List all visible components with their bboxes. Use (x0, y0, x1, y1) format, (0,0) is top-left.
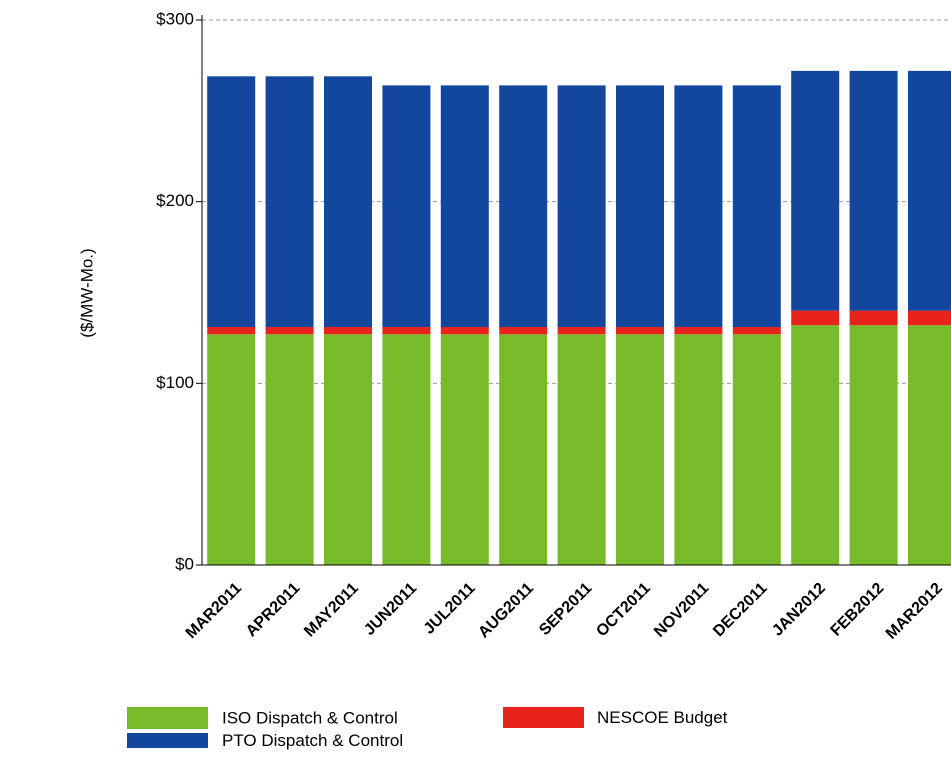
x-tick-label: OCT2011 (593, 580, 654, 641)
bar-segment (908, 310, 951, 326)
legend-swatch (127, 733, 208, 748)
bar-segment (616, 85, 664, 328)
legend-swatch (503, 707, 584, 728)
x-tick-label: NOV2011 (651, 580, 712, 641)
bar-segment (265, 334, 314, 565)
x-tick-label: MAR2011 (183, 580, 245, 642)
bar-segment (849, 70, 898, 311)
x-tick-label: MAY2011 (301, 580, 362, 641)
bar-segment (324, 334, 372, 565)
x-tick-label: JUL2011 (421, 580, 479, 638)
bar-segment (732, 334, 781, 565)
x-tick-label: JUN2011 (361, 580, 420, 639)
bar-segment (732, 327, 781, 335)
bar-segment (557, 334, 606, 565)
bar-segment (265, 327, 314, 335)
bar-segment (557, 85, 606, 328)
legend-label: ISO Dispatch & Control (222, 708, 398, 727)
x-tick-label: DEC2011 (710, 580, 771, 641)
legend-label: NESCOE Budget (597, 708, 728, 727)
legend-swatch (127, 707, 208, 729)
bar-segment (557, 327, 606, 335)
legend-label: PTO Dispatch & Control (222, 731, 403, 750)
bar-segment (674, 327, 723, 335)
bar-segment (732, 85, 781, 328)
x-tick-label: JAN2012 (769, 580, 829, 640)
bar-segment (849, 310, 898, 326)
bar-segment (791, 310, 840, 326)
bar-segment (499, 85, 548, 328)
bar-segment (382, 327, 431, 335)
bar-segment (382, 334, 431, 565)
bar-segment (440, 334, 489, 565)
bar-segment (324, 327, 372, 335)
bar-segment (207, 327, 256, 335)
bar-segment (324, 76, 372, 328)
x-tick-label: AUG2011 (475, 580, 537, 642)
bar-segment (265, 76, 314, 328)
bar-segment (849, 325, 898, 565)
x-tick-label: MAR2012 (883, 580, 946, 643)
bar-segment (908, 325, 951, 565)
x-tick-label: APR2011 (243, 580, 304, 641)
bar-segment (499, 334, 548, 565)
bar-segment (616, 327, 664, 335)
bar-segment (382, 85, 431, 328)
bar-segment (440, 85, 489, 328)
bar-segment (616, 334, 664, 565)
x-tick-label: SEP2011 (536, 580, 595, 639)
bar-segment (207, 334, 256, 565)
bar-segment (440, 327, 489, 335)
bar-segment (207, 76, 256, 328)
bar-segment (674, 334, 723, 565)
bar-segment (908, 70, 951, 311)
y-axis-label: ($/MW-Mo.) (77, 248, 96, 337)
y-tick-label: $0 (175, 554, 194, 573)
bar-segment (674, 85, 723, 328)
bar-segment (791, 70, 840, 311)
y-tick-label: $200 (156, 191, 194, 210)
y-tick-label: $100 (156, 373, 194, 392)
y-tick-label: $300 (156, 9, 194, 28)
x-tick-label: FEB2012 (828, 580, 888, 640)
bar-segment (499, 327, 548, 335)
bar-segment (791, 325, 840, 565)
